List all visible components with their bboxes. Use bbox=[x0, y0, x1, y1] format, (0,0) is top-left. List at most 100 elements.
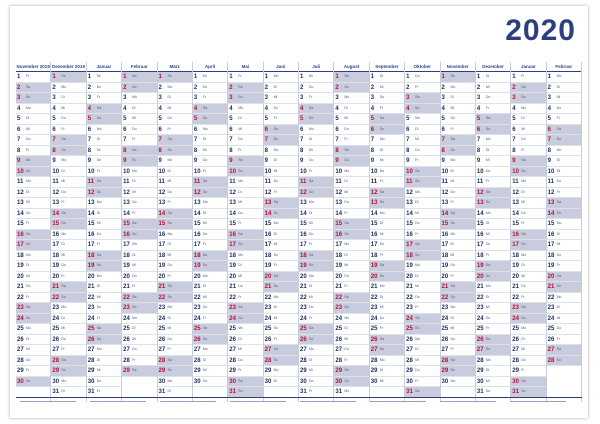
day-cell: 11 Mo bbox=[16, 177, 51, 188]
day-number: 11 bbox=[193, 179, 201, 185]
day-cell: 11 Mi bbox=[440, 177, 475, 188]
month-header: Februar bbox=[122, 62, 157, 72]
day-number: 17 bbox=[87, 242, 95, 248]
day-number: 4 bbox=[264, 105, 268, 112]
day-number: 21 bbox=[52, 284, 60, 290]
day-number: 15 bbox=[370, 221, 378, 227]
weekday-abbrev: Fr bbox=[485, 179, 490, 183]
day-cell: 26 So bbox=[192, 334, 228, 345]
day-cell: 26 Sa bbox=[369, 334, 405, 345]
day-number: 29 bbox=[87, 368, 95, 374]
day-cell: 25 Di bbox=[122, 324, 157, 335]
day-number: 26 bbox=[441, 336, 449, 343]
day-number: 30 bbox=[300, 378, 307, 385]
weekday-abbrev: Di bbox=[485, 74, 490, 78]
day-number: 24 bbox=[512, 315, 519, 322]
day-cell: 23 Do bbox=[86, 303, 122, 314]
day-cell: 16 Mi bbox=[475, 230, 511, 240]
day-cell: 15 Fr bbox=[511, 219, 546, 230]
day-number: 16 bbox=[300, 231, 307, 238]
day-number: 25 bbox=[547, 326, 555, 332]
day-number: 12 bbox=[406, 189, 413, 196]
weekday-abbrev: Mo bbox=[379, 210, 385, 215]
day-cell: 11 Do bbox=[263, 177, 298, 188]
day-number: 26 bbox=[335, 336, 343, 343]
weekday-abbrev: Mo bbox=[309, 200, 314, 204]
day-number: 4 bbox=[476, 105, 481, 112]
day-number: 24 bbox=[406, 315, 413, 322]
day-number: 2 bbox=[441, 84, 445, 91]
day-number: 22 bbox=[370, 294, 378, 301]
day-number: 1 bbox=[406, 74, 410, 80]
day-number: 16 bbox=[193, 231, 201, 238]
day-number: 27 bbox=[193, 347, 201, 353]
weekday-abbrev: Fr bbox=[167, 200, 171, 204]
legend-line bbox=[300, 401, 356, 403]
weekday-abbrev: Fr bbox=[450, 347, 454, 351]
day-cell: 22 Mi bbox=[86, 293, 122, 303]
day-number: 8 bbox=[476, 147, 481, 154]
day-cell: 6 Mo bbox=[86, 125, 122, 135]
weekday-abbrev: So bbox=[415, 326, 420, 330]
day-cell: 30 Mi bbox=[475, 377, 511, 387]
day-cell: 19 Mi bbox=[122, 261, 157, 272]
day-number: 10 bbox=[441, 168, 449, 175]
day-number: 13 bbox=[300, 200, 307, 206]
weekday-abbrev: Mo bbox=[344, 242, 350, 246]
day-number: 22 bbox=[441, 294, 449, 301]
day-cell: 25 Sa bbox=[299, 324, 334, 335]
day-cell: 7 Sa bbox=[157, 135, 192, 146]
weekday-abbrev: Mo bbox=[167, 305, 173, 309]
day-cell: 21 Sa bbox=[51, 282, 86, 293]
day-number: 18 bbox=[441, 252, 449, 259]
weekday-abbrev: Di bbox=[96, 284, 101, 288]
day-cell: 8 Mi bbox=[86, 146, 122, 156]
day-cell: 29 So bbox=[440, 366, 475, 377]
day-number: 7 bbox=[193, 137, 198, 143]
day-cell: 21 Mi bbox=[405, 282, 440, 293]
day-number: 18 bbox=[512, 252, 519, 259]
day-number: 23 bbox=[476, 305, 484, 311]
day-number: 11 bbox=[229, 179, 236, 185]
day-cell: 28 Do bbox=[16, 356, 51, 366]
day-cell: 4 Sa bbox=[192, 103, 228, 114]
day-number: 19 bbox=[17, 263, 24, 269]
weekday-abbrev: Do bbox=[485, 168, 491, 173]
day-cell: 1 Mi bbox=[192, 72, 228, 83]
day-cell: 22 So bbox=[440, 292, 475, 303]
day-cell: 24 Mi bbox=[546, 314, 581, 324]
day-number: 22 bbox=[264, 294, 272, 301]
weekday-abbrev: Mi bbox=[521, 200, 525, 204]
weekday-abbrev: Di bbox=[521, 263, 525, 267]
day-number: 31 bbox=[229, 389, 236, 395]
legend-line bbox=[510, 401, 566, 403]
weekday-abbrev: Di bbox=[521, 116, 525, 120]
weekday-abbrev: Mo bbox=[556, 221, 562, 225]
day-cell: 16 Mo bbox=[51, 230, 86, 240]
day-cell: 21 Do bbox=[228, 282, 263, 293]
day-number: 12 bbox=[87, 189, 95, 196]
day-cell: 24 So bbox=[511, 313, 546, 324]
weekday-abbrev: Sa bbox=[96, 179, 102, 183]
day-number: 23 bbox=[370, 305, 378, 311]
day-cell: 27 Mi bbox=[16, 345, 51, 356]
day-cell: 19 Fr bbox=[546, 261, 581, 272]
weekday-abbrev: Mi bbox=[132, 189, 136, 194]
day-cell: 30 Mo bbox=[51, 377, 86, 387]
weekday-abbrev: Do bbox=[26, 357, 31, 362]
weekday-abbrev: So bbox=[238, 95, 243, 99]
weekday-abbrev: Sa bbox=[273, 126, 278, 131]
weekday-abbrev: Di bbox=[273, 305, 277, 309]
day-cell: 14 Sa bbox=[157, 208, 192, 219]
day-number: 6 bbox=[476, 126, 481, 133]
day-number: 23 bbox=[87, 305, 95, 311]
weekday-abbrev: Di bbox=[167, 95, 171, 99]
day-number: 5 bbox=[193, 116, 198, 122]
weekday-abbrev: Mo bbox=[450, 305, 456, 309]
day-number: 8 bbox=[193, 147, 198, 154]
day-number: 7 bbox=[406, 137, 410, 143]
weekday-abbrev: Do bbox=[132, 200, 137, 204]
day-cell: 12 Fr bbox=[263, 188, 298, 198]
day-cell: 6 Mi bbox=[16, 125, 51, 135]
day-number: 5 bbox=[547, 116, 551, 122]
